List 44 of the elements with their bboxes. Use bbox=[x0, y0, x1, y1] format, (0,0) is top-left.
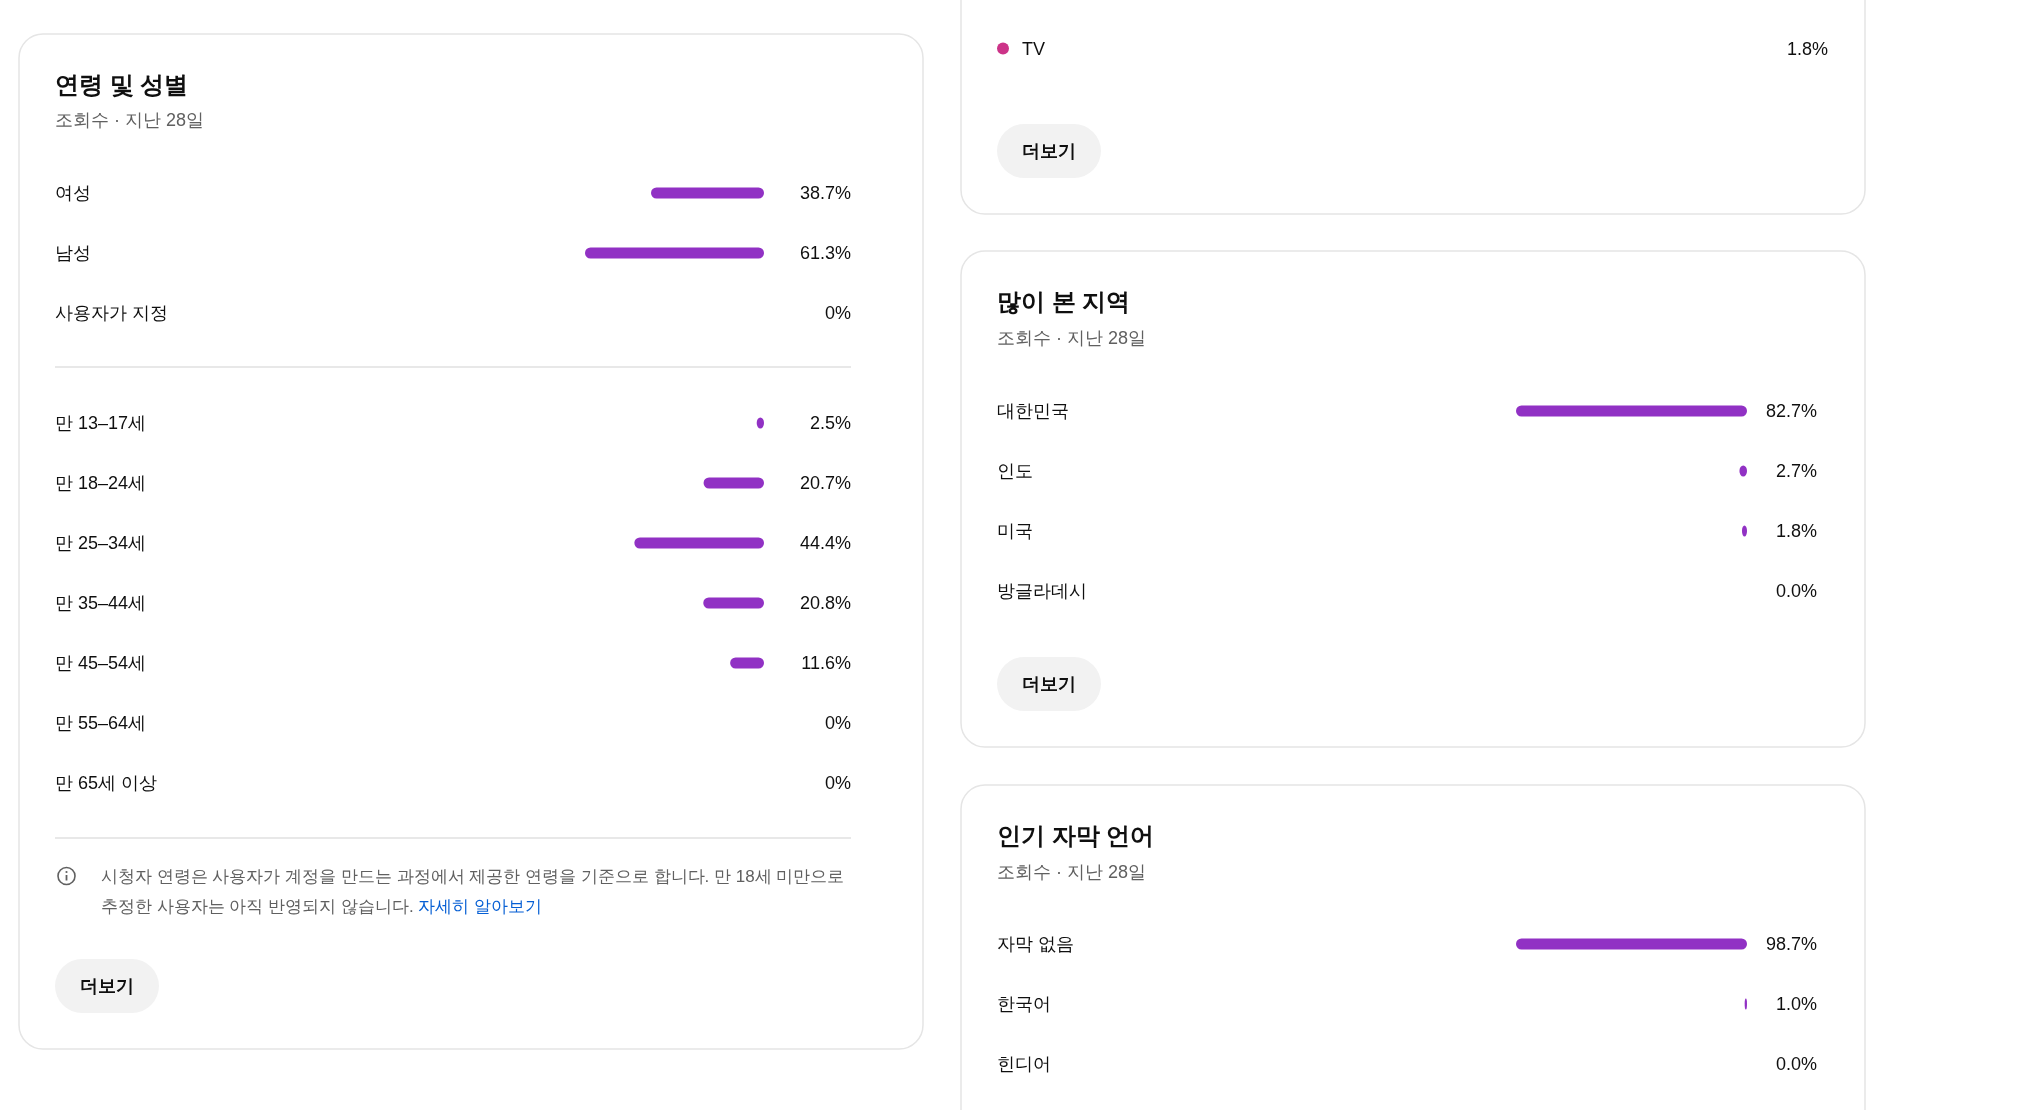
value-label: 0% bbox=[825, 303, 851, 323]
title: 연령 및 성별 bbox=[55, 70, 189, 98]
category: 자막 없음 bbox=[997, 934, 1074, 954]
value-label: 2.7% bbox=[1775, 461, 1817, 481]
note: 시청자 연령은 사용자가 계정을 만드는 과정에서 제공한 연령을 기준으로 합니다. 만 18세 미만으로 추정한 사용자는 아직 반영되지 않습니다. 자세히 알아보기 bbox=[101, 866, 846, 918]
subtitle: 조회수 · 지난 28일 bbox=[997, 328, 1147, 348]
value-label: 82.7% bbox=[1765, 401, 1817, 421]
category: 만 65세 이상 bbox=[55, 773, 158, 793]
value-label: 20.8% bbox=[799, 593, 851, 613]
category: 방글라데시 bbox=[997, 581, 1087, 601]
button-label: 더보기 bbox=[1022, 674, 1076, 694]
title: 인기 자막 언어 bbox=[997, 821, 1155, 849]
value-label: 38.7% bbox=[799, 183, 851, 203]
category: 힌디어 bbox=[997, 1054, 1051, 1074]
category: 만 18–24세 bbox=[55, 473, 147, 493]
category: 만 45–54세 bbox=[55, 653, 147, 673]
value-label: 0% bbox=[825, 773, 851, 793]
value-label: 1.8% bbox=[1775, 521, 1817, 541]
value-label: 98.7% bbox=[1765, 934, 1817, 954]
category: 미국 bbox=[997, 521, 1033, 541]
value-label: 20.7% bbox=[799, 473, 851, 493]
button-label: 더보기 bbox=[80, 976, 134, 996]
value-label: 0% bbox=[825, 713, 851, 733]
value-label: 0.0% bbox=[1775, 1054, 1817, 1074]
link: 자세히 알아보기 bbox=[418, 897, 543, 916]
category: 만 13–17세 bbox=[55, 413, 147, 433]
subtitle: 조회수 · 지난 28일 bbox=[55, 110, 205, 130]
value-label: 11.6% bbox=[801, 653, 851, 673]
value-label: 61.3% bbox=[799, 243, 851, 263]
category: 사용자가 지정 bbox=[55, 303, 168, 323]
value-label: 1.0% bbox=[1775, 994, 1817, 1014]
value-label: 44.4% bbox=[799, 533, 851, 553]
category: 한국어 bbox=[997, 994, 1051, 1014]
category: 만 55–64세 bbox=[55, 713, 147, 733]
category: 여성 bbox=[55, 183, 91, 203]
category: 만 25–34세 bbox=[55, 533, 147, 553]
category: 남성 bbox=[55, 243, 91, 263]
title: 많이 본 지역 bbox=[997, 287, 1131, 315]
category: 인도 bbox=[997, 461, 1033, 481]
subtitle: 조회수 · 지난 28일 bbox=[997, 862, 1147, 882]
category: 만 35–44세 bbox=[55, 593, 147, 613]
value-label: 0.0% bbox=[1775, 581, 1817, 601]
value-label: 2.5% bbox=[809, 413, 851, 433]
category: 대한민국 bbox=[997, 401, 1069, 421]
